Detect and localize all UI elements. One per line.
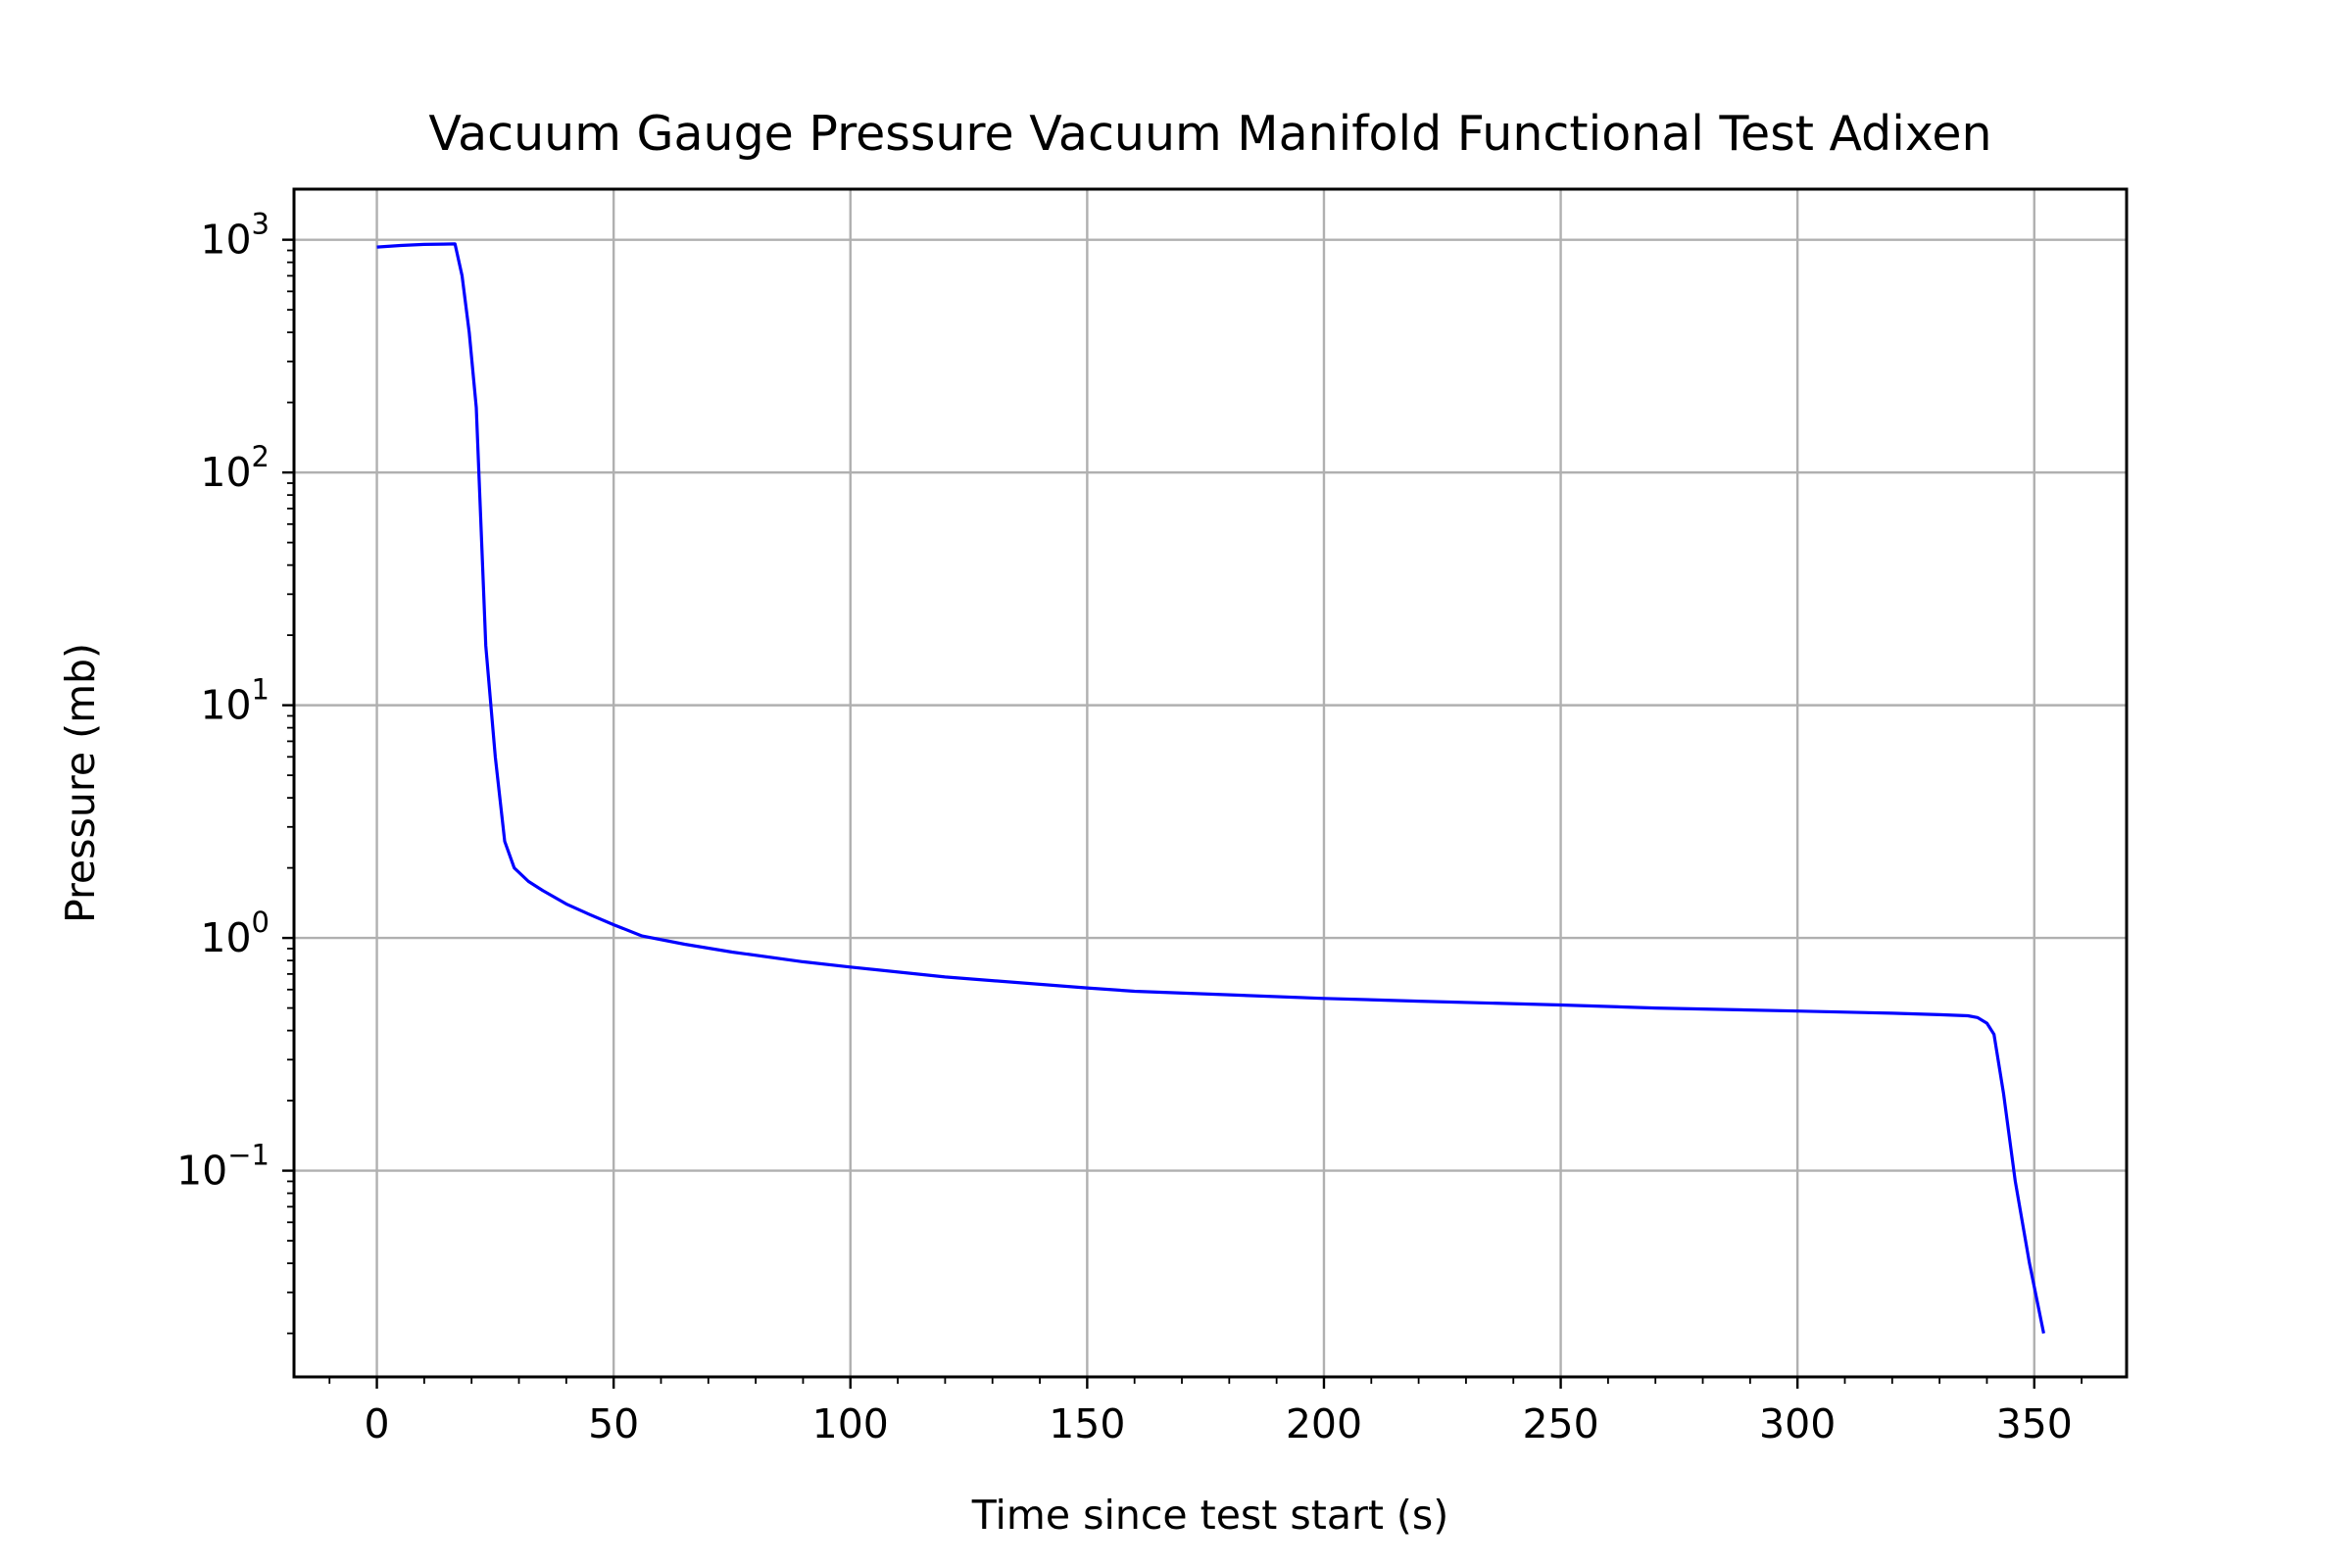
x-tick-label: 250 (1522, 1400, 1598, 1447)
plot-frame (292, 187, 2129, 1379)
x-tick-label: 300 (1759, 1400, 1836, 1447)
major-ticks (282, 238, 2035, 1389)
series-layer (376, 242, 2045, 1334)
series-line (376, 242, 2045, 1334)
minor-ticks (287, 249, 2082, 1384)
x-tick-label: 350 (1996, 1400, 2073, 1447)
y-tick-label: 101 (200, 673, 270, 729)
x-tick-label: 150 (1049, 1400, 1125, 1447)
y-tick-label: 100 (200, 906, 270, 961)
y-tick-label: 102 (200, 440, 270, 496)
x-axis-label: Time since test start (s) (971, 1492, 1449, 1539)
chart-title: Vacuum Gauge Pressure Vacuum Manifold Fu… (428, 106, 1991, 162)
x-tick-label: 200 (1286, 1400, 1362, 1447)
y-tick-label: 103 (200, 208, 270, 264)
x-tick-labels: 0 50 100 150 200 250 300 350 (365, 1400, 2073, 1447)
y-tick-label: 10−1 (176, 1139, 270, 1195)
x-tick-label: 100 (812, 1400, 889, 1447)
x-tick-label: 0 (365, 1400, 390, 1447)
y-tick-labels: 10−1 100 101 102 103 (176, 208, 270, 1195)
grid-lines (294, 189, 2127, 1377)
x-tick-label: 50 (588, 1400, 639, 1447)
y-axis-label: Pressure (mb) (57, 643, 104, 923)
